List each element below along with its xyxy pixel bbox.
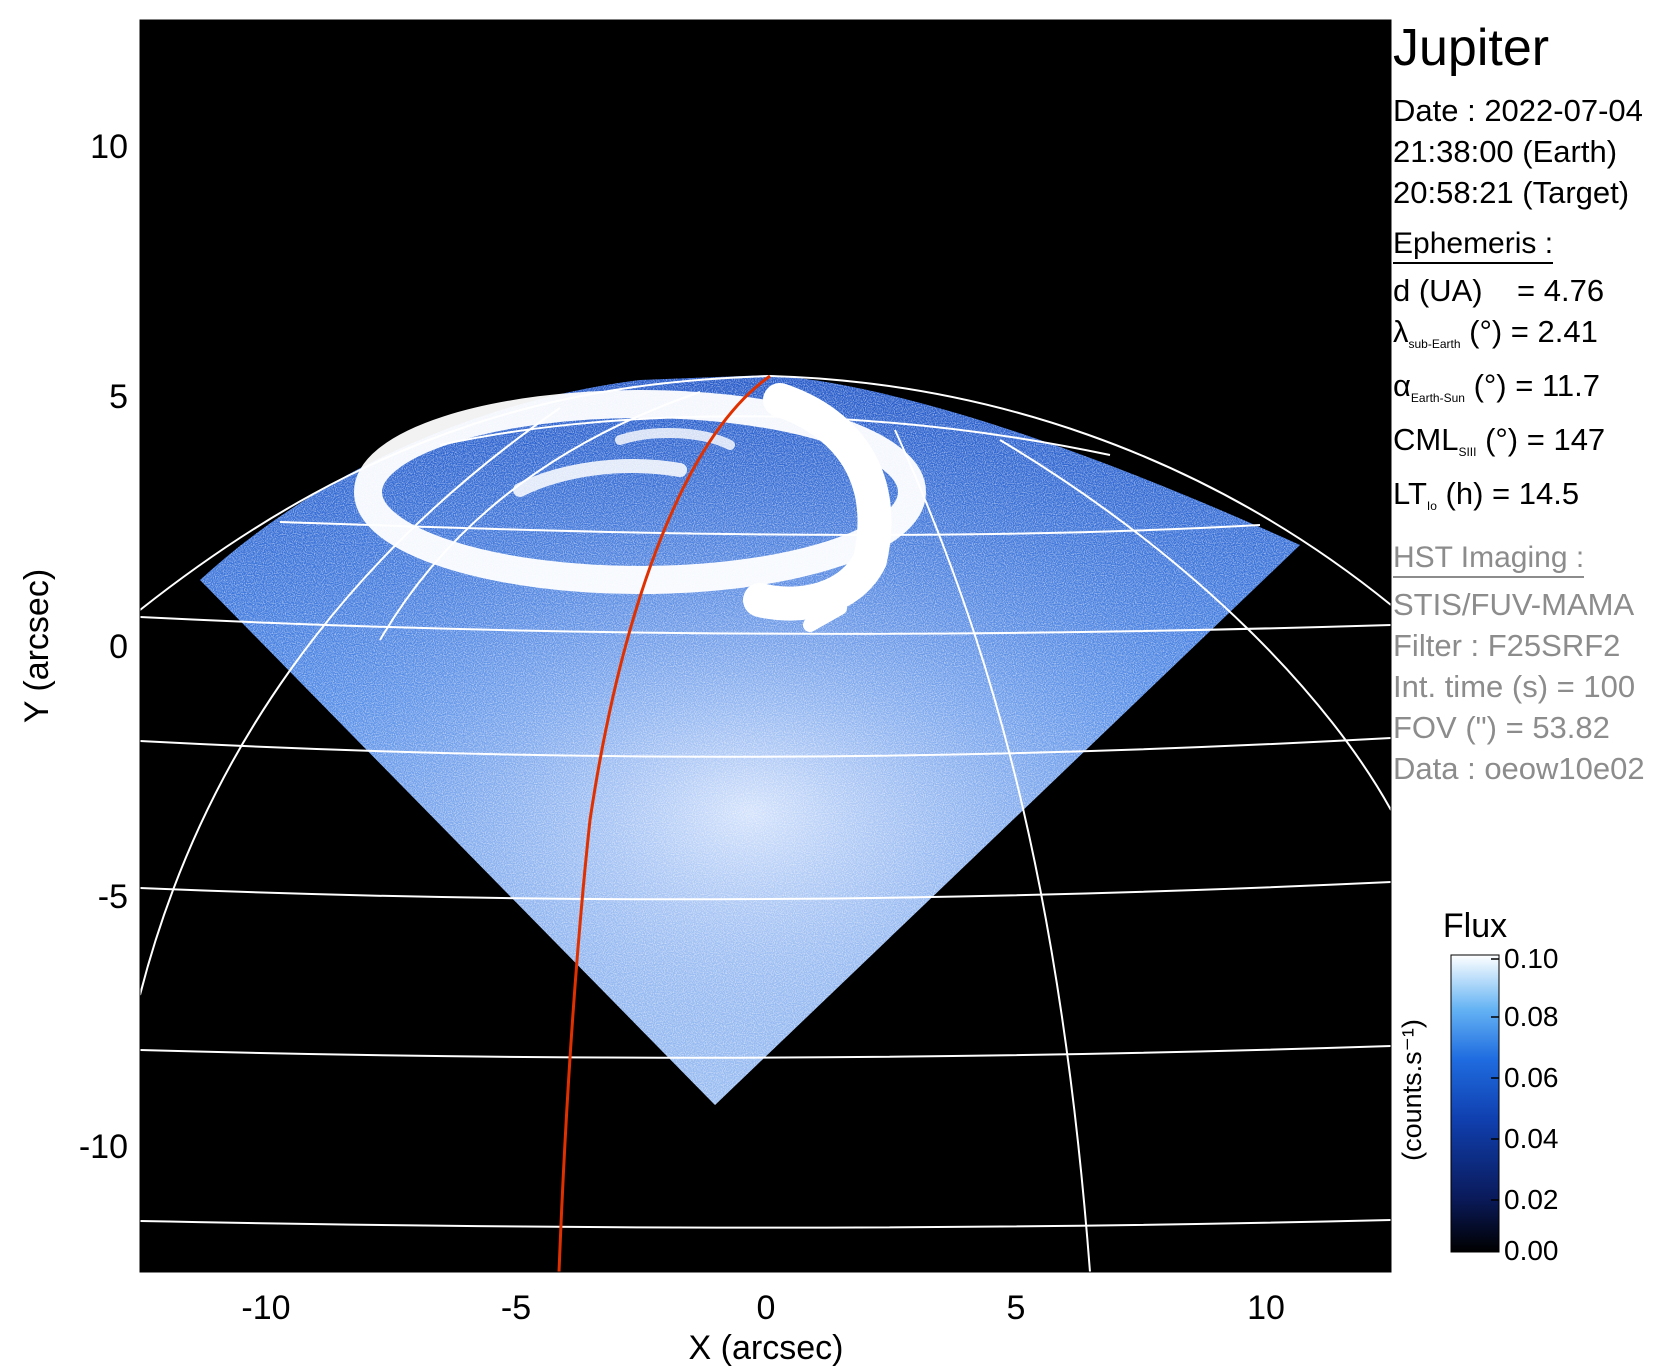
colorbar: Flux 0.10 0.08 0.06 0.04 0.02 0.00 (coun… (1397, 907, 1559, 1266)
dataset-line: Data : oeow10e02 (1393, 751, 1645, 786)
alpha-value: (°) = 11.7 (1464, 368, 1600, 403)
parallel-2 (279, 521, 1261, 536)
auroral-dawn-arc (743, 383, 892, 621)
auroral-inner-patch-2 (615, 428, 735, 450)
x-tick-label: -5 (501, 1289, 531, 1327)
lt-subscript: Io (1426, 499, 1437, 513)
sub-earth-latitude-line: λsub-Earth (°) = 2.41 (1393, 311, 1675, 365)
cml-symbol: CML (1393, 422, 1459, 457)
lambda-symbol: λ (1393, 314, 1409, 349)
colorbar-units-label: (counts.s⁻¹) (1397, 1019, 1427, 1161)
fov-line: FOV (") = 53.82 (1393, 710, 1610, 745)
jupiter-auroral-image-figure: -10 -5 0 5 10 X (arcsec) 10 5 0 -5 -10 Y… (18, 19, 1392, 1367)
planet-grid (140, 374, 1391, 1272)
cml-subscript: SIII (1458, 445, 1477, 459)
filter-line: Filter : F25SRF2 (1393, 628, 1621, 663)
colorbar-tick-label: 0.04 (1504, 1123, 1559, 1154)
distance-line: d (UA) = 4.76 (1393, 273, 1605, 308)
y-axis-label: Y (arcsec) (18, 569, 56, 723)
instrument-line: STIS/FUV-MAMA (1393, 587, 1635, 622)
plot-frame (139, 19, 1392, 1273)
meridian-3 (894, 429, 1091, 1272)
hst-block: HST Imaging : STIS/FUV-MAMA Filter : F25… (1393, 527, 1675, 789)
parallel-4 (140, 737, 1391, 758)
x-tick-label: -10 (241, 1289, 290, 1327)
date-block: Date : 2022-07-04 21:38:00 (Earth) 20:58… (1393, 90, 1675, 213)
io-local-time-line: LTIo (h) = 14.5 (1393, 473, 1675, 527)
date-line: Date : 2022-07-04 (1393, 93, 1643, 128)
lambda-value: (°) = 2.41 (1460, 314, 1598, 349)
auroral-spot (803, 601, 847, 632)
auroral-inner-patch (513, 459, 687, 497)
colorbar-tick-label: 0.06 (1504, 1062, 1559, 1093)
x-tick-label: 0 (757, 1289, 776, 1327)
parallel-3 (140, 616, 1391, 635)
cml-value: (°) = 147 (1476, 422, 1606, 457)
alpha-subscript: Earth-Sun (1410, 391, 1465, 405)
y-tick-label: -10 (79, 1128, 128, 1166)
y-tick-label: -5 (98, 878, 128, 916)
auroral-oval (354, 383, 926, 632)
earth-time-line: 21:38:00 (Earth) (1393, 134, 1618, 169)
colorbar-title: Flux (1443, 907, 1507, 945)
x-tick-label: 10 (1247, 1289, 1285, 1327)
target-time-line: 20:58:21 (Target) (1393, 175, 1630, 210)
auroral-main-oval (354, 390, 926, 594)
parallel-6 (140, 1045, 1391, 1059)
meridian-2 (379, 391, 701, 641)
y-tick-label: 0 (109, 628, 128, 666)
integration-time-line: Int. time (s) = 100 (1393, 669, 1636, 704)
x-axis: -10 -5 0 5 10 X (arcsec) (241, 1289, 1284, 1367)
target-title: Jupiter (1393, 19, 1550, 77)
meridian-1 (140, 407, 561, 996)
y-tick-label: 10 (90, 128, 128, 166)
ephemeris-block: Ephemeris : d (UA) = 4.76 λsub-Earth (°)… (1393, 213, 1675, 527)
y-tick-label: 5 (109, 378, 128, 416)
central-meridian-line (557, 374, 771, 1272)
colorbar-gradient (1450, 954, 1500, 1253)
alpha-symbol: α (1393, 368, 1411, 403)
x-tick-label: 5 (1007, 1289, 1026, 1327)
colorbar-tick-label: 0.02 (1504, 1184, 1559, 1215)
phase-angle-line: αEarth-Sun (°) = 11.7 (1393, 365, 1675, 419)
ephemeris-heading: Ephemeris : (1393, 225, 1554, 264)
colorbar-ticks (1491, 958, 1499, 1252)
x-axis-label: X (arcsec) (689, 1329, 844, 1367)
cml-line: CMLSIII (°) = 147 (1393, 419, 1675, 473)
parallel-1 (439, 415, 1111, 456)
parallel-7 (140, 1219, 1391, 1229)
colorbar-tick-label: 0.08 (1504, 1001, 1559, 1032)
parallel-5 (140, 881, 1391, 901)
y-axis: 10 5 0 -5 -10 Y (arcsec) (18, 128, 128, 1166)
lambda-subscript: sub-Earth (1408, 337, 1461, 351)
colorbar-tick-label: 0.00 (1504, 1235, 1559, 1266)
colorbar-tick-label: 0.10 (1504, 943, 1559, 974)
info-panel: Jupiter Date : 2022-07-04 21:38:00 (Eart… (1393, 18, 1675, 789)
lt-symbol: LT (1393, 476, 1427, 511)
lt-value: (h) = 14.5 (1436, 476, 1580, 511)
meridian-4 (999, 439, 1391, 811)
hst-heading: HST Imaging : (1393, 539, 1585, 578)
